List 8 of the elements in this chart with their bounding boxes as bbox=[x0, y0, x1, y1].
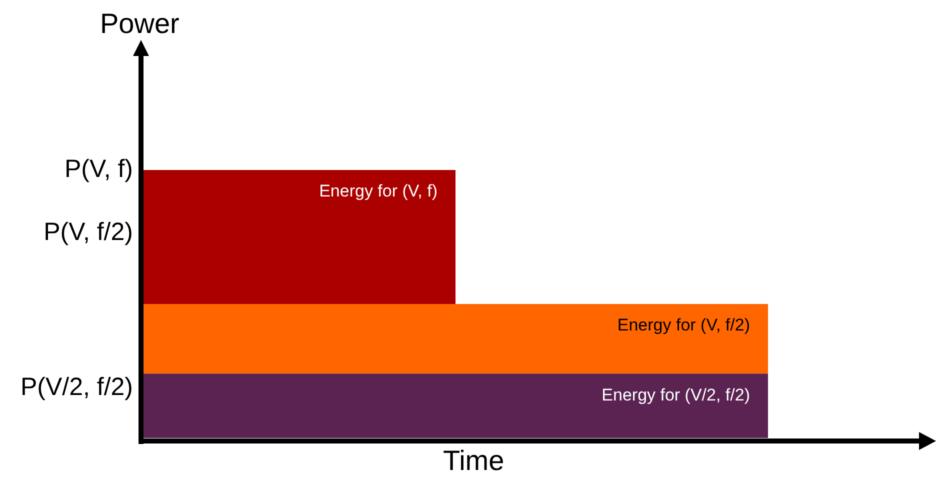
x-axis-title: Time bbox=[443, 445, 504, 477]
text: P(V, f) bbox=[64, 154, 133, 183]
series-label: Energy for (V, f/2) bbox=[617, 316, 750, 335]
y-axis-title: Power bbox=[100, 8, 180, 40]
series-label: Energy for (V/2, f/2) bbox=[602, 385, 750, 404]
text: P(V/2, f/2) bbox=[20, 372, 133, 401]
text: P(V, f/2) bbox=[44, 218, 133, 246]
series-label: Energy for (V, f) bbox=[319, 182, 438, 201]
